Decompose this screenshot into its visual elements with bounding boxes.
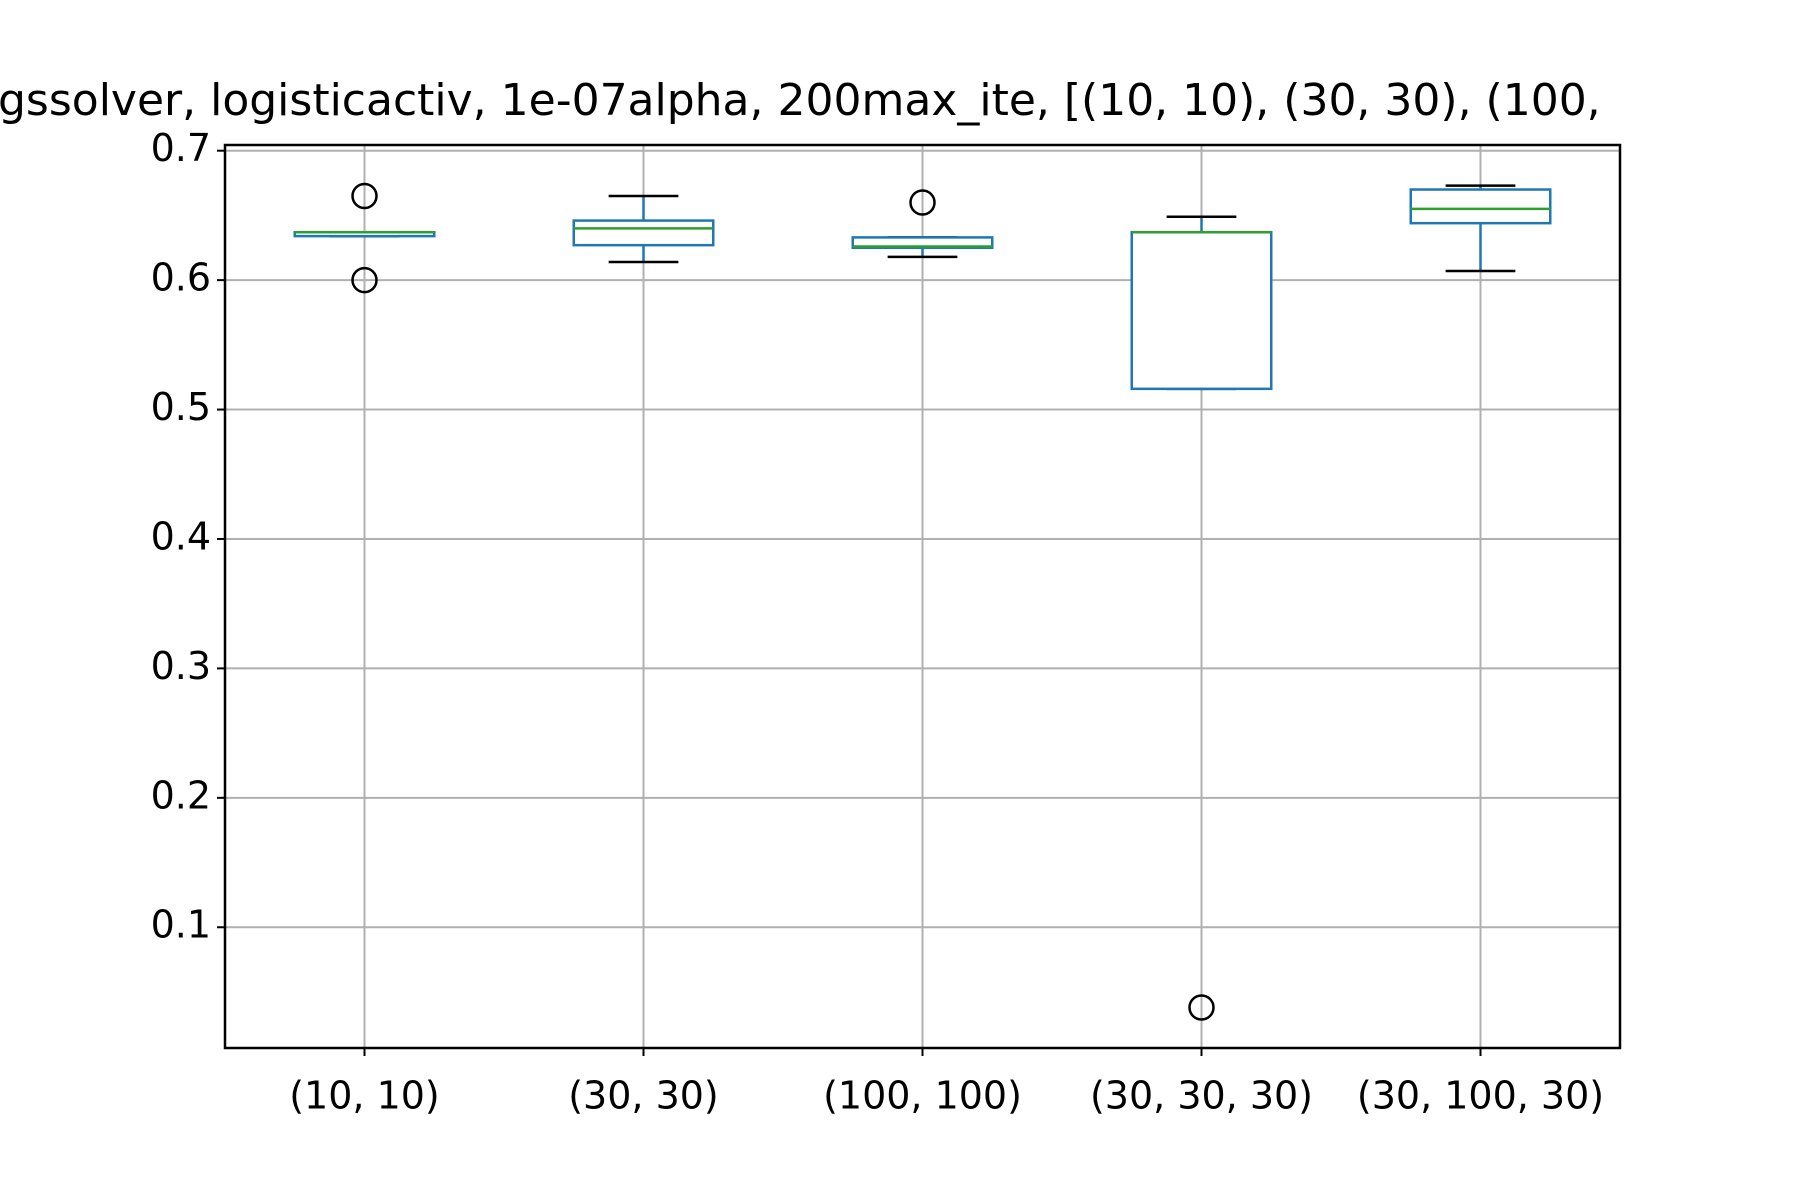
x-tick-label: (30, 30, 30) xyxy=(1090,1074,1313,1118)
x-tick-label: (30, 100, 30) xyxy=(1357,1074,1604,1118)
chart-title: gssolver, logisticactiv, 1e-07alpha, 200… xyxy=(0,75,1601,126)
y-tick-label: 0.4 xyxy=(151,514,211,558)
y-tick-label: 0.7 xyxy=(151,126,211,170)
outlier xyxy=(351,266,378,294)
outlier xyxy=(1188,994,1215,1021)
box xyxy=(851,236,994,250)
y-tick-label: 0.3 xyxy=(151,644,211,688)
box xyxy=(1130,230,1273,391)
x-tick-label: (10, 10) xyxy=(289,1074,440,1118)
outlier xyxy=(909,189,936,216)
y-tick-label: 0.1 xyxy=(151,903,211,947)
plot-frame xyxy=(223,143,1622,1050)
box xyxy=(1409,188,1552,225)
x-tick-label: (100, 100) xyxy=(823,1074,1022,1118)
box xyxy=(572,219,715,247)
y-tick-label: 0.2 xyxy=(151,773,211,817)
y-tick-label: 0.5 xyxy=(151,385,211,429)
outlier xyxy=(351,182,378,210)
y-tick-label: 0.6 xyxy=(151,256,211,300)
x-tick-label: (30, 30) xyxy=(568,1074,719,1118)
